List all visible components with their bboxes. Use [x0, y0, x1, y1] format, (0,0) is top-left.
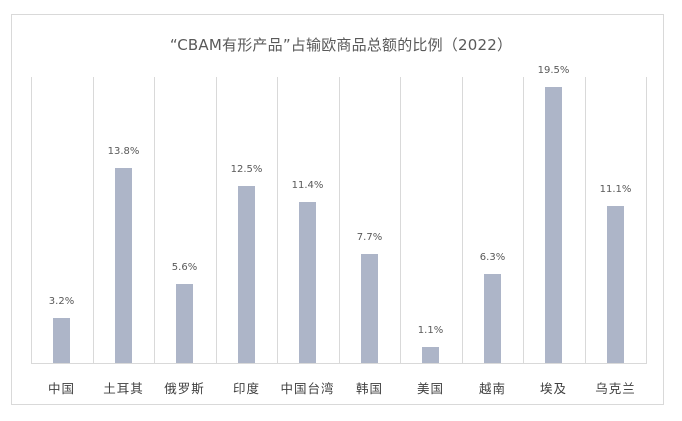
chart-title: “CBAM有形产品”占输欧商品总额的比例（2022）	[169, 36, 513, 54]
data-label: 11.1%	[599, 184, 632, 195]
data-label: 6.3%	[479, 252, 506, 263]
gridline	[646, 77, 647, 364]
plot-area: 3.2% 13.8% 5.6% 12.5% 11.4% 7.7% 1.1% 6.3% 19.5%…	[31, 65, 647, 364]
gridline	[277, 77, 278, 364]
x-axis-category-label: 越南	[478, 381, 506, 396]
bar	[53, 318, 70, 363]
x-axis-category-label: 中国台湾	[280, 381, 335, 396]
gridline	[31, 77, 32, 364]
x-axis-category-label: 俄罗斯	[164, 381, 205, 396]
gridline	[400, 77, 401, 364]
bar	[607, 206, 624, 363]
x-axis-category-label: 土耳其	[103, 381, 144, 396]
data-label: 5.6%	[171, 262, 198, 273]
bar	[484, 274, 501, 363]
bar	[115, 168, 132, 363]
x-axis-category-label: 印度	[232, 381, 260, 396]
bar	[238, 186, 255, 363]
data-label: 7.7%	[356, 232, 383, 243]
data-label: 19.5%	[537, 65, 570, 76]
gridline	[523, 77, 524, 364]
bar	[545, 87, 562, 363]
gridline	[154, 77, 155, 364]
x-axis-category-label: 美国	[416, 381, 444, 396]
x-axis-category-label: 乌克兰	[595, 381, 636, 396]
data-label: 11.4%	[291, 180, 324, 191]
gridline	[93, 77, 94, 364]
x-axis-category-label: 韩国	[355, 381, 383, 396]
gridline	[216, 77, 217, 364]
gridline	[339, 77, 340, 364]
x-axis-category-label: 埃及	[539, 381, 567, 396]
x-axis-baseline	[31, 363, 646, 364]
bar	[361, 254, 378, 363]
bar	[299, 202, 316, 363]
data-label: 12.5%	[230, 164, 263, 175]
bar	[176, 284, 193, 363]
data-label: 1.1%	[417, 325, 444, 336]
data-label: 3.2%	[48, 296, 75, 307]
gridline	[585, 77, 586, 364]
gridline	[462, 77, 463, 364]
x-axis-category-label: 中国	[47, 381, 75, 396]
data-label: 13.8%	[107, 146, 140, 157]
bar	[422, 347, 439, 363]
